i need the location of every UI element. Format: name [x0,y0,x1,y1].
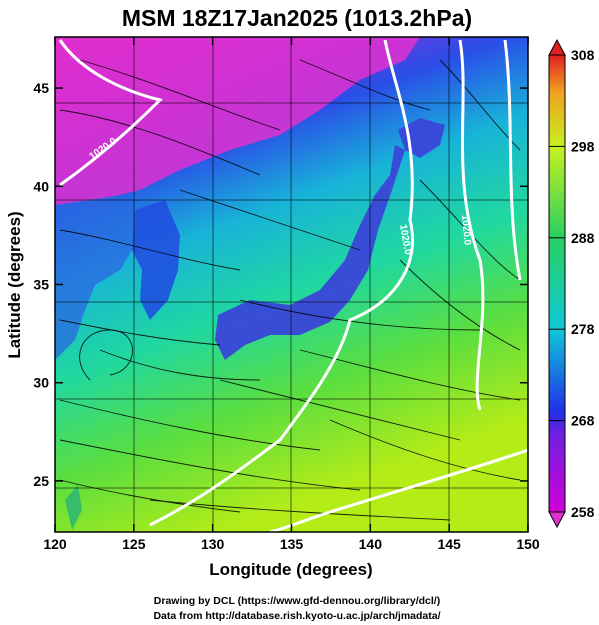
japan-landmass [215,145,405,360]
figure-title: MSM 18Z17Jan2025 (1013.2hPa) [122,5,472,31]
credit-data: Data from http://database.rish.kyoto-u.a… [153,610,440,622]
y-tick-label: 40 [33,178,49,194]
x-tick-label: 135 [280,536,304,552]
colorbar-tick-label: 258 [571,504,595,520]
isobar-line [458,39,485,411]
china-landmass [55,195,135,360]
colorbar-tick-label: 308 [571,47,595,63]
x-tick-label: 120 [43,536,67,552]
colorbar-top-arrow [548,38,566,56]
isobar-contours [58,39,528,532]
isobar-line [149,39,414,527]
colorbar-tick-label: 278 [571,321,595,337]
y-axis: 25 30 35 40 45 [33,80,528,489]
colorbar: 258 268 278 288 298 308 [548,38,595,529]
isobar-line [58,39,163,187]
credit-drawing: Drawing by DCL (https://www.gfd-dennou.o… [154,595,440,607]
y-axis-title: Latitude (degrees) [5,211,24,358]
colorbar-tick-label: 288 [571,230,595,246]
isobar-line [269,448,528,532]
x-tick-label: 145 [437,536,461,552]
korea-landmass [132,200,180,320]
y-tick-label: 30 [33,375,49,391]
x-axis: 120 125 130 135 140 145 150 [43,37,540,552]
map-plot-area: 1020.0 1020.0 1020.0 [55,37,528,532]
colorbar-tick-label: 298 [571,138,595,154]
y-tick-label: 25 [33,473,49,489]
x-tick-label: 150 [516,536,540,552]
grid-lines [55,37,528,532]
wind-streamlines [59,59,521,521]
x-tick-label: 125 [122,536,146,552]
cold-region [55,37,420,205]
isobar-label: 1020.0 [397,224,413,256]
colorbar-tick-label: 268 [571,413,595,429]
y-tick-label: 35 [33,277,49,293]
taiwan-landmass [65,485,82,530]
colorbar-bottom-arrow [548,511,566,529]
isobar-label: 1020.0 [459,214,473,246]
x-axis-title: Longitude (degrees) [209,560,372,579]
colorbar-scale [548,54,566,513]
x-tick-label: 140 [359,536,383,552]
y-tick-label: 45 [33,80,49,96]
x-tick-label: 130 [201,536,225,552]
isobar-line [503,39,522,281]
